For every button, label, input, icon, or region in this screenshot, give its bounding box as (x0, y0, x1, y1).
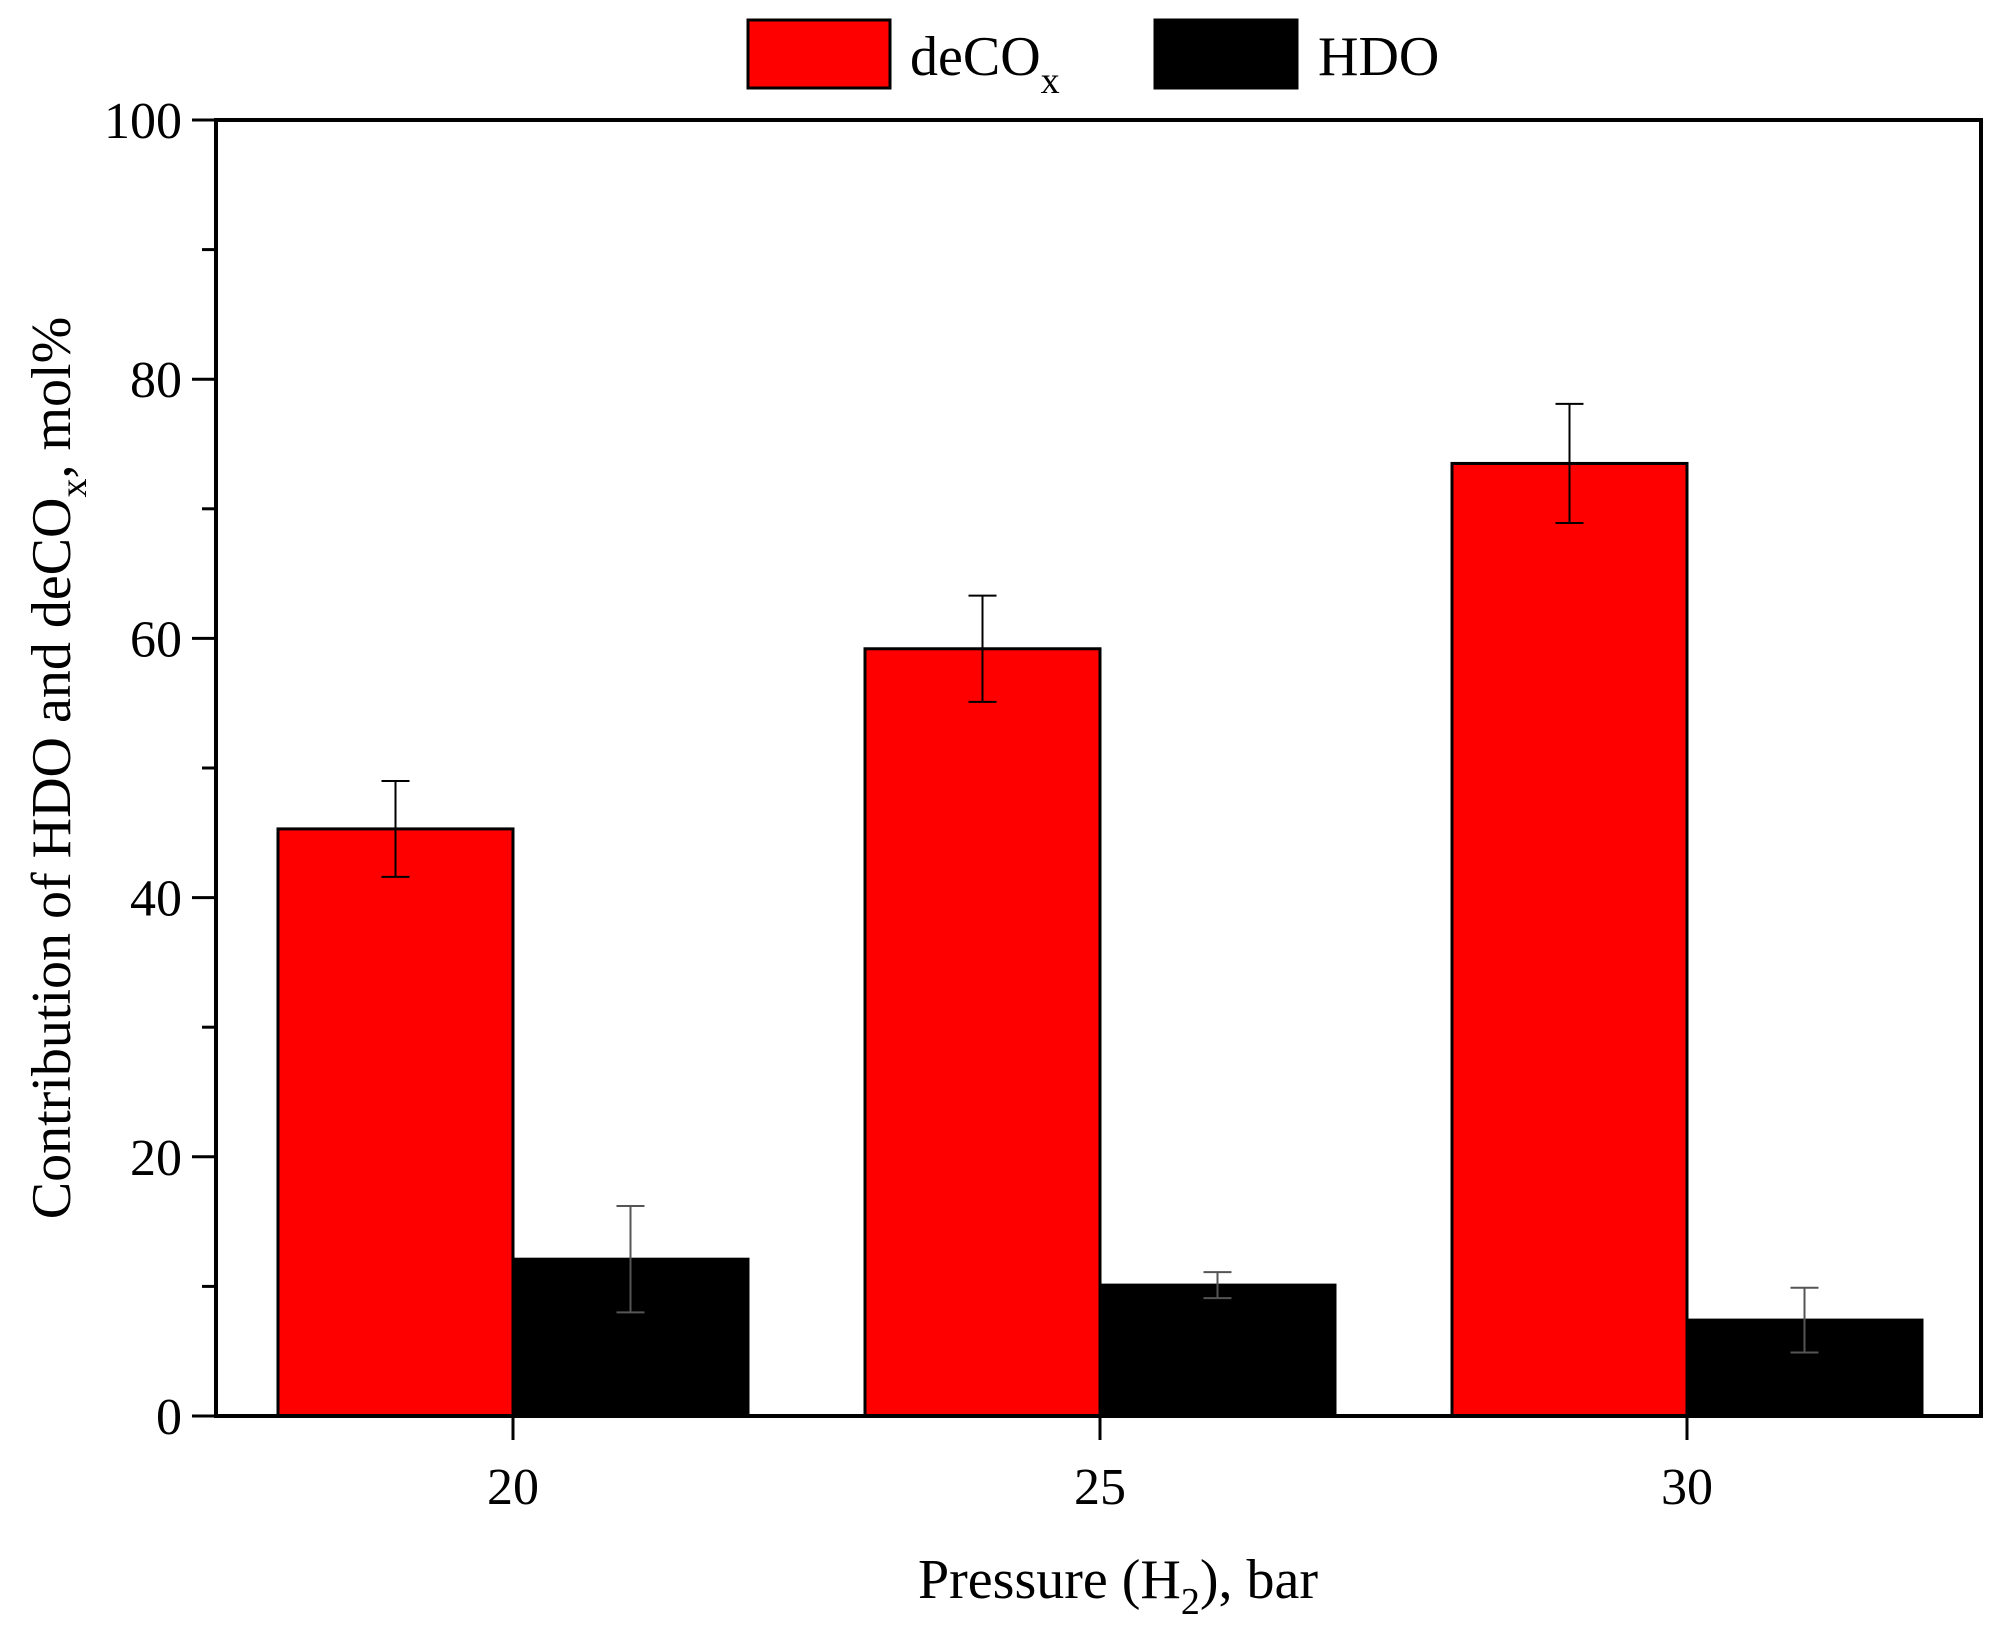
y-tick-label: 100 (104, 93, 182, 150)
y-axis-title: Contribution of HDO and deCOx, mol% (21, 317, 95, 1219)
x-axis: 20 25 30 (487, 1416, 1713, 1516)
error-bar-hdo-30 (1790, 1286, 1819, 1354)
bar-decox-20 (276, 827, 515, 1418)
legend-swatch-decox (746, 18, 892, 90)
x-tick-label: 25 (1074, 1459, 1126, 1516)
x-tick-label: 20 (487, 1459, 539, 1516)
error-bar-decox-30 (1555, 402, 1584, 525)
y-tick-label: 40 (130, 871, 182, 928)
y-tick-label: 20 (130, 1130, 182, 1187)
error-bar-hdo-25 (1203, 1271, 1232, 1300)
y-tick-label: 80 (130, 352, 182, 409)
legend: deCOx HDO (746, 18, 1439, 102)
legend-label-decox: deCOx (910, 26, 1060, 102)
error-bar-decox-25 (968, 594, 997, 703)
bars (276, 461, 1924, 1418)
x-axis-title: Pressure (H2), bar (918, 1549, 1318, 1623)
error-bar-hdo-20 (616, 1205, 645, 1314)
y-tick-label: 0 (156, 1389, 182, 1446)
x-tick-label: 30 (1661, 1459, 1713, 1516)
error-bars (381, 402, 1819, 1354)
legend-swatch-hdo (1153, 18, 1299, 90)
y-tick-label: 60 (130, 611, 182, 668)
plot-frame (214, 118, 1983, 1418)
y-axis: 0 20 40 60 80 100 (104, 93, 216, 1446)
bar-decox-25 (863, 647, 1102, 1418)
legend-label-hdo: HDO (1318, 26, 1439, 88)
bar-hdo-25 (1098, 1283, 1337, 1418)
error-bar-decox-20 (381, 779, 410, 878)
bar-decox-30 (1450, 461, 1689, 1418)
